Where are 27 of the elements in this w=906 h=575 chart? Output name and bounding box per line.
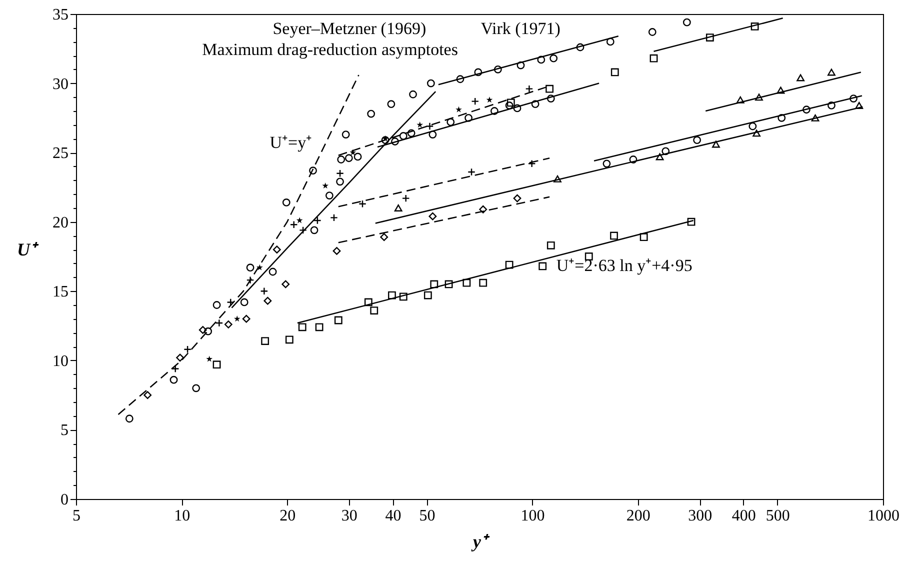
annotation: U⁺=y⁺ <box>270 132 312 152</box>
y-tick-label: 5 <box>60 422 68 440</box>
x-tick-label: 20 <box>280 508 296 524</box>
x-tick-label: 200 <box>626 508 650 524</box>
x-tick-label: 100 <box>520 508 545 524</box>
x-tick-label: 40 <box>385 508 402 524</box>
annotation: Maximum drag-reduction asymptotes <box>202 40 458 60</box>
annotation: U⁺=2·63 ln y⁺+4·95 <box>556 256 692 276</box>
annotation: Virk (1971) <box>480 19 560 38</box>
y-tick-label: 35 <box>52 6 68 24</box>
y-tick-label: 15 <box>52 284 68 301</box>
x-tick-label: 30 <box>341 508 358 524</box>
x-tick-label: 1000 <box>868 508 900 524</box>
y-tick-label: 25 <box>52 145 68 162</box>
y-tick-label: 30 <box>52 76 68 93</box>
x-axis-title: y⁺ <box>471 532 490 552</box>
x-tick-label: 400 <box>732 508 756 524</box>
x-tick-label: 500 <box>766 508 790 524</box>
y-axis-title: U⁺ <box>17 240 39 260</box>
x-tick-label: 5 <box>72 508 80 524</box>
x-tick-label: 300 <box>688 508 712 524</box>
annotation: Seyer–Metzner (1969) <box>272 19 426 38</box>
x-tick-label: 50 <box>419 508 436 524</box>
y-tick-label: 10 <box>52 352 68 370</box>
y-tick-label: 0 <box>60 492 68 508</box>
x-tick-label: 10 <box>174 508 190 524</box>
y-tick-label: 20 <box>52 214 68 232</box>
